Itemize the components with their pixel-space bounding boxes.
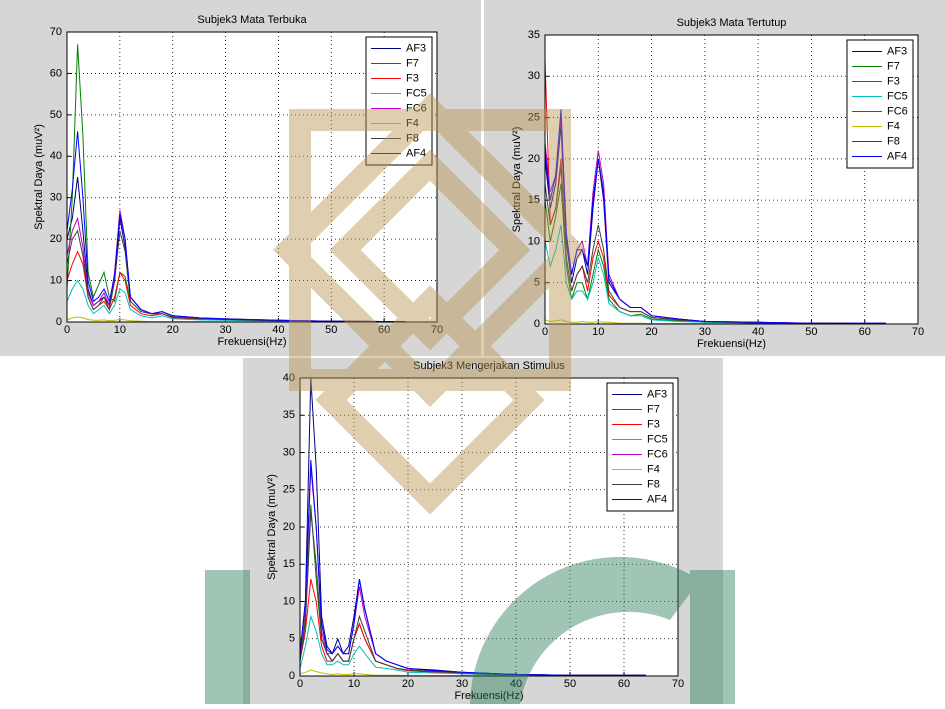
x-tick-label: 50 xyxy=(805,326,817,338)
legend-label: F4 xyxy=(887,120,900,132)
legend: AF3 F7 F3 FC5 FC6 F4 F8 AF4 xyxy=(847,40,913,168)
x-axis-label: Frekuensi(Hz) xyxy=(217,336,286,348)
legend-label: FC5 xyxy=(887,90,908,102)
legend-label: F8 xyxy=(887,135,900,147)
y-tick-label: 30 xyxy=(50,192,62,204)
legend-label: F4 xyxy=(406,117,419,129)
x-tick-label: 30 xyxy=(456,678,468,690)
y-tick-label: 25 xyxy=(283,484,295,496)
chart-panel: 0 10 20 30 40 50 60 70 0 5 10 15 20 25 30 35 Subjek3 Mat… xyxy=(484,0,945,356)
legend-label: F3 xyxy=(647,418,660,430)
y-tick-label: 10 xyxy=(283,595,295,607)
legend-box xyxy=(847,40,913,168)
legend-label: FC5 xyxy=(647,433,668,445)
legend-label: AF4 xyxy=(406,147,426,159)
chart-panel: 0 10 20 30 40 50 60 70 0 10 20 30 40 50 60 70 Subjek3 Ma… xyxy=(0,0,481,356)
x-axis-label: Frekuensi(Hz) xyxy=(697,338,766,350)
legend-label: F8 xyxy=(647,478,660,490)
y-tick-label: 35 xyxy=(283,409,295,421)
legend-label: AF4 xyxy=(887,150,907,162)
y-tick-label: 70 xyxy=(50,26,62,38)
x-tick-label: 60 xyxy=(859,326,871,338)
y-axis-label: Spektral Daya (muV²) xyxy=(266,474,278,580)
y-tick-label: 20 xyxy=(283,521,295,533)
y-tick-label: 10 xyxy=(528,235,540,247)
legend-label: F8 xyxy=(406,132,419,144)
legend: AF3 F7 F3 FC5 FC6 F4 F8 AF4 xyxy=(607,383,673,511)
y-tick-label: 10 xyxy=(50,274,62,286)
x-tick-label: 60 xyxy=(378,324,390,336)
legend-box xyxy=(607,383,673,511)
x-tick-label: 0 xyxy=(297,678,303,690)
legend-label: AF3 xyxy=(887,45,907,57)
legend-label: FC6 xyxy=(887,105,908,117)
x-tick-label: 20 xyxy=(402,678,414,690)
x-tick-label: 40 xyxy=(510,678,522,690)
y-tick-label: 0 xyxy=(534,318,540,330)
y-tick-label: 40 xyxy=(50,150,62,162)
x-tick-label: 30 xyxy=(699,326,711,338)
y-axis-label: Spektral Daya (muV²) xyxy=(511,127,523,233)
x-tick-label: 70 xyxy=(672,678,684,690)
y-tick-label: 25 xyxy=(528,111,540,123)
x-tick-label: 20 xyxy=(645,326,657,338)
x-tick-label: 10 xyxy=(114,324,126,336)
y-tick-label: 20 xyxy=(528,153,540,165)
x-tick-label: 40 xyxy=(272,324,284,336)
chart-title: Subjek3 Mata Tertutup xyxy=(677,17,787,29)
legend-label: F7 xyxy=(647,403,660,415)
legend-label: AF4 xyxy=(647,493,667,505)
y-tick-label: 15 xyxy=(283,558,295,570)
y-tick-label: 20 xyxy=(50,233,62,245)
x-tick-label: 70 xyxy=(431,324,443,336)
x-tick-label: 50 xyxy=(564,678,576,690)
y-tick-label: 30 xyxy=(283,446,295,458)
legend-label: F7 xyxy=(406,57,419,69)
figure: 010203040506070010203040506070Subjek3 Ma… xyxy=(0,0,945,704)
y-tick-label: 60 xyxy=(50,67,62,79)
legend-label: F7 xyxy=(887,60,900,72)
chart-title: Subjek3 Mata Terbuka xyxy=(197,14,307,26)
legend-label: FC5 xyxy=(406,87,427,99)
legend: AF3 F7 F3 FC5 FC6 F4 F8 AF4 xyxy=(366,37,432,165)
x-tick-label: 70 xyxy=(912,326,924,338)
x-tick-label: 10 xyxy=(592,326,604,338)
legend-label: FC6 xyxy=(406,102,427,114)
legend-box xyxy=(366,37,432,165)
y-tick-label: 50 xyxy=(50,109,62,121)
y-axis-label: Spektral Daya (muV²) xyxy=(33,124,45,230)
x-tick-label: 50 xyxy=(325,324,337,336)
legend-label: AF3 xyxy=(647,388,667,400)
x-tick-label: 20 xyxy=(167,324,179,336)
legend-label: F4 xyxy=(647,463,660,475)
legend-label: FC6 xyxy=(647,448,668,460)
legend-label: F3 xyxy=(887,75,900,87)
y-tick-label: 5 xyxy=(289,633,295,645)
y-tick-label: 15 xyxy=(528,194,540,206)
x-tick-label: 40 xyxy=(752,326,764,338)
legend-label: AF3 xyxy=(406,42,426,54)
y-tick-label: 40 xyxy=(283,372,295,384)
x-tick-label: 30 xyxy=(219,324,231,336)
chart-panel: 0 10 20 30 40 50 60 70 0 5 10 15 20 25 30 35 40 Subjek3 M… xyxy=(243,358,723,704)
x-tick-label: 0 xyxy=(64,324,70,336)
x-axis-label: Frekuensi(Hz) xyxy=(454,690,523,702)
legend-label: F3 xyxy=(406,72,419,84)
charts: 010203040506070010203040506070Subjek3 Ma… xyxy=(0,0,945,704)
chart-title: Subjek3 Mengerjakan Stimulus xyxy=(413,360,565,372)
x-tick-label: 0 xyxy=(542,326,548,338)
x-tick-label: 60 xyxy=(618,678,630,690)
y-tick-label: 0 xyxy=(289,670,295,682)
y-tick-label: 30 xyxy=(528,70,540,82)
y-tick-label: 35 xyxy=(528,29,540,41)
y-tick-label: 0 xyxy=(56,316,62,328)
y-tick-label: 5 xyxy=(534,277,540,289)
x-tick-label: 10 xyxy=(348,678,360,690)
